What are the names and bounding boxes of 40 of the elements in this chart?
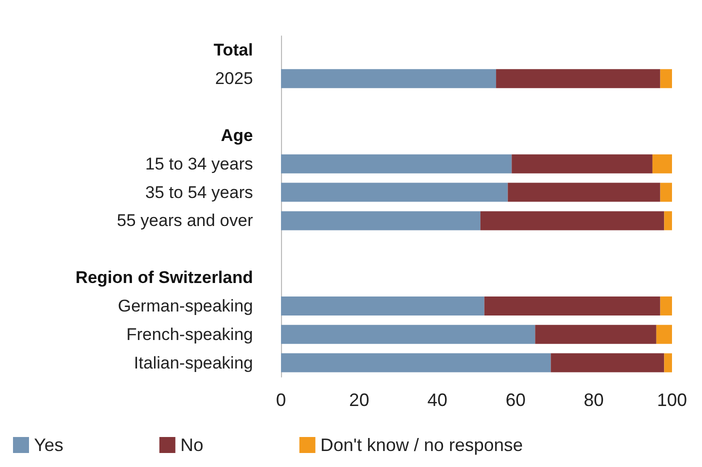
bar — [496, 69, 660, 88]
y-tick-label: Region of Switzerland — [75, 268, 253, 288]
bar — [660, 296, 672, 316]
bar — [664, 211, 672, 230]
legend-label: Yes — [34, 435, 64, 455]
bar — [484, 296, 660, 316]
x-tick-label: 40 — [427, 390, 448, 410]
y-tick-label: Total — [214, 40, 253, 60]
y-tick-label: 15 to 34 years — [145, 154, 253, 174]
x-tick-label: 20 — [349, 390, 370, 410]
y-tick-label: 35 to 54 years — [145, 182, 253, 202]
bar — [660, 69, 672, 88]
y-tick-label: 2025 — [215, 69, 253, 88]
bar — [281, 324, 536, 344]
legend-label: Don't know / no response — [320, 435, 523, 455]
x-tick-label: 100 — [656, 390, 688, 410]
y-tick-label: 55 years and over — [116, 211, 254, 230]
bar — [281, 182, 508, 202]
bar — [281, 154, 512, 174]
bar — [281, 296, 484, 316]
y-tick-label: Age — [220, 126, 253, 145]
y-tick-label: German-speaking — [118, 296, 253, 316]
bar — [480, 211, 664, 230]
bar — [508, 182, 660, 202]
y-tick-label: French-speaking — [126, 324, 253, 344]
x-tick-label: 60 — [506, 390, 526, 410]
bar — [281, 353, 551, 372]
bar — [652, 154, 672, 174]
bar — [656, 324, 672, 344]
bar — [281, 69, 496, 88]
bar — [512, 154, 652, 174]
legend-label: No — [180, 435, 204, 455]
bar — [664, 353, 672, 372]
bar — [550, 353, 664, 372]
bar — [660, 182, 672, 202]
bar — [281, 211, 480, 230]
y-tick-label: Italian-speaking — [134, 353, 253, 372]
x-tick-label: 0 — [276, 390, 286, 410]
bar — [535, 324, 656, 344]
x-tick-label: 80 — [584, 390, 604, 410]
